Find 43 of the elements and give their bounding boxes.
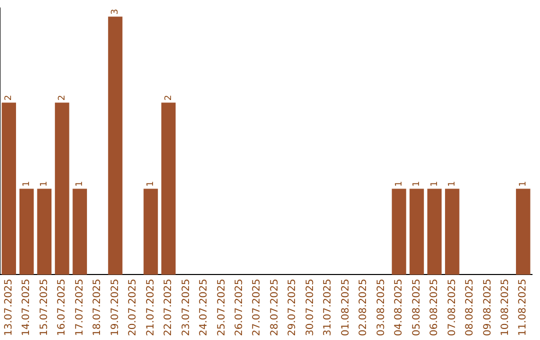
x-tick-label: 09.08.2025 xyxy=(482,278,494,336)
x-tick-label: 31.07.2025 xyxy=(322,278,334,336)
x-tick-label: 28.07.2025 xyxy=(269,278,280,336)
x-tick-label: 10.08.2025 xyxy=(500,278,511,336)
x-tick-label: 19.07.2025 xyxy=(110,278,121,336)
x-tick-label: 30.07.2025 xyxy=(304,278,316,336)
data-label: 1 xyxy=(394,180,404,187)
data-label: 1 xyxy=(448,180,458,187)
x-tick-label: 24.07.2025 xyxy=(198,278,210,336)
x-tick-label: 21.07.2025 xyxy=(145,278,156,336)
x-tick-label: 16.07.2025 xyxy=(56,278,68,336)
x-tick-label: 15.07.2025 xyxy=(38,278,50,336)
x-tick-label: 13.07.2025 xyxy=(3,278,14,336)
data-label: 1 xyxy=(518,180,528,187)
x-tick-label: 25.07.2025 xyxy=(216,278,228,336)
data-label: 1 xyxy=(40,180,50,187)
x-tick-label: 14.07.2025 xyxy=(21,278,32,336)
data-label: 1 xyxy=(22,180,32,187)
data-label: 1 xyxy=(430,180,440,187)
x-tick-label: 07.08.2025 xyxy=(446,278,458,336)
x-tick-label: 18.07.2025 xyxy=(92,278,104,336)
data-label: 3 xyxy=(110,8,121,15)
x-tick-label: 11.08.2025 xyxy=(518,278,529,336)
x-tick-label: 29.07.2025 xyxy=(287,278,298,336)
x-tick-label: 01.08.2025 xyxy=(340,278,352,336)
data-label: 2 xyxy=(57,94,68,101)
x-tick-label: 26.07.2025 xyxy=(234,278,245,336)
x-tick-label: 08.08.2025 xyxy=(464,278,476,336)
data-label: 2 xyxy=(164,94,174,101)
data-label: 2 xyxy=(4,94,14,101)
x-tick-label: 27.07.2025 xyxy=(252,278,263,336)
x-tick-label: 22.07.2025 xyxy=(163,278,174,336)
x-tick-label: 05.08.2025 xyxy=(411,278,422,336)
data-label: 1 xyxy=(412,180,422,187)
x-tick-label: 03.08.2025 xyxy=(376,278,387,336)
x-tick-label: 23.07.2025 xyxy=(180,278,192,336)
x-tick-label: 20.07.2025 xyxy=(128,278,139,336)
data-label: 1 xyxy=(146,180,156,187)
x-tick-label: 04.08.2025 xyxy=(394,278,405,336)
x-tick-label: 06.08.2025 xyxy=(429,278,440,336)
x-tick-label: 17.07.2025 xyxy=(74,278,86,336)
x-tick-label: 02.08.2025 xyxy=(358,278,370,336)
data-label: 1 xyxy=(75,180,86,187)
